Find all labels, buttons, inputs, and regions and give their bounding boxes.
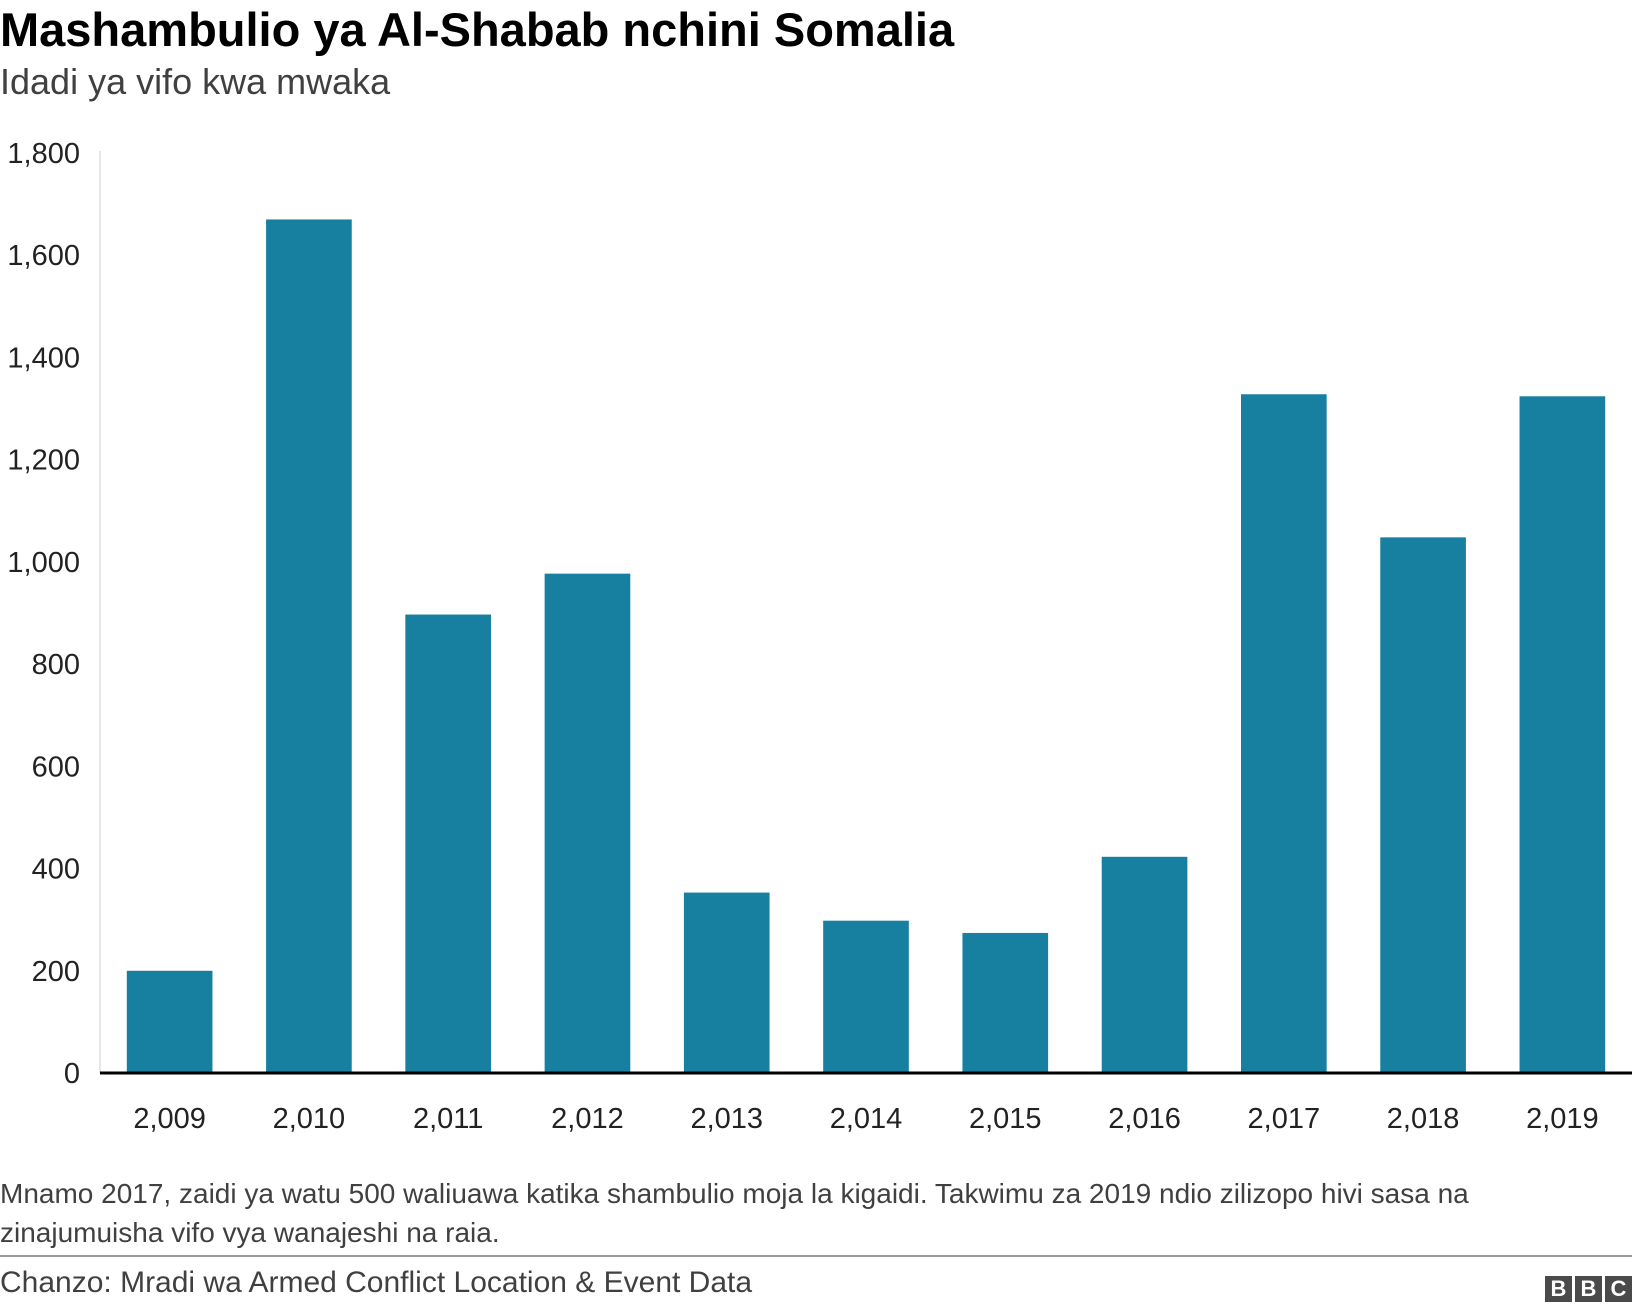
y-tick-label: 400 bbox=[32, 854, 80, 886]
bar-2,011 bbox=[405, 614, 492, 1073]
x-axis: 2,009 2,010 2,011 2,012 2,013 2,014 2,015 2,016… bbox=[100, 1071, 1632, 1135]
source-credit: Chanzo: Mradi wa Armed Conflict Location… bbox=[0, 1266, 753, 1299]
bar-2,016 bbox=[1101, 856, 1188, 1073]
x-tick-label: 2,012 bbox=[551, 1103, 624, 1135]
x-tick-label: 2,016 bbox=[1108, 1103, 1181, 1135]
y-tick-label: 1,000 bbox=[7, 547, 80, 579]
chart-footnote: Mnamo 2017, zaidi ya watu 500 waliuawa k… bbox=[0, 1178, 1469, 1248]
bar-2,018 bbox=[1380, 537, 1466, 1073]
y-tick-label: 800 bbox=[32, 649, 80, 681]
y-tick-label: 1,800 bbox=[7, 138, 80, 170]
bars bbox=[126, 219, 1606, 1073]
bar-2,014 bbox=[823, 920, 909, 1073]
y-axis: 0 200 400 600 800 1,000 1,200 1,400 1,600 1,800 bbox=[7, 138, 101, 1090]
bar-2,012 bbox=[544, 573, 631, 1073]
x-tick-label: 2,011 bbox=[413, 1103, 483, 1135]
bar-2,009 bbox=[126, 970, 213, 1073]
chart-subtitle: Idadi ya vifo kwa mwaka bbox=[0, 61, 391, 102]
x-tick-label: 2,018 bbox=[1387, 1103, 1460, 1135]
x-tick-label: 2,019 bbox=[1526, 1103, 1599, 1135]
bbc-logo-letter: C bbox=[1605, 1276, 1632, 1302]
footer-divider bbox=[0, 1255, 1632, 1257]
bar-chart: 0 200 400 600 800 1,000 1,200 1,400 1,600 1,800 2… bbox=[7, 138, 1632, 1135]
bar-2,013 bbox=[683, 892, 770, 1073]
chart-title: Mashambulio ya Al-Shabab nchini Somalia bbox=[0, 3, 955, 56]
x-tick-label: 2,014 bbox=[830, 1103, 903, 1135]
x-tick-label: 2,017 bbox=[1248, 1103, 1321, 1135]
x-tick-label: 2,013 bbox=[690, 1103, 763, 1135]
bbc-logo-letter: B bbox=[1545, 1276, 1572, 1302]
y-tick-label: 0 bbox=[64, 1058, 80, 1090]
y-tick-label: 1,400 bbox=[7, 342, 80, 374]
bar-2,015 bbox=[962, 932, 1049, 1073]
bbc-logo: B B C bbox=[1545, 1276, 1632, 1302]
y-tick-label: 1,600 bbox=[7, 240, 80, 272]
y-tick-label: 600 bbox=[32, 751, 80, 783]
x-tick-label: 2,010 bbox=[273, 1103, 346, 1135]
y-tick-label: 200 bbox=[32, 956, 80, 988]
bar-2,019 bbox=[1519, 396, 1606, 1073]
x-tick-label: 2,015 bbox=[969, 1103, 1042, 1135]
bar-2,010 bbox=[266, 219, 352, 1073]
y-tick-label: 1,200 bbox=[7, 445, 80, 477]
x-tick-label: 2,009 bbox=[133, 1103, 206, 1135]
bbc-logo-letter: B bbox=[1575, 1276, 1602, 1302]
bar-2,017 bbox=[1240, 394, 1327, 1073]
